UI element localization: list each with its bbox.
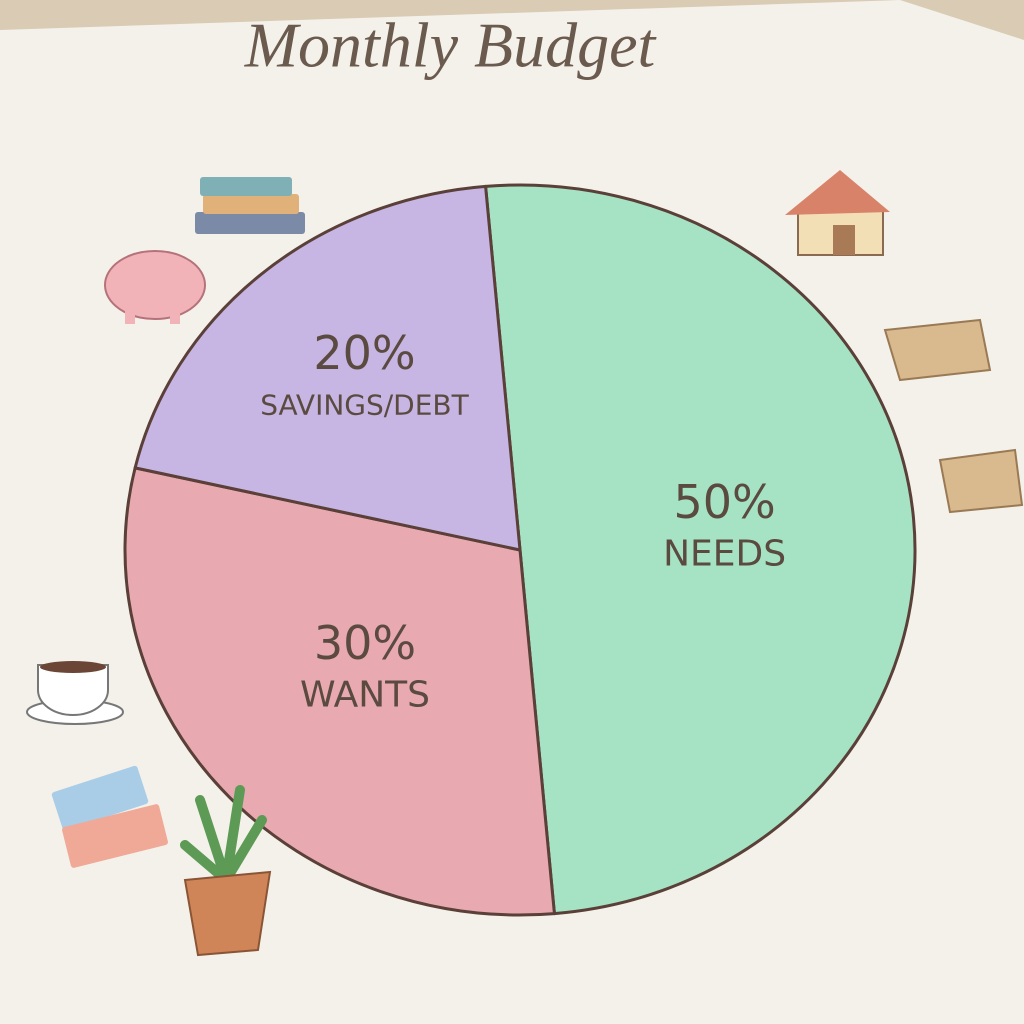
pie: 50%NEEDS 30% WANTS 20% SAVINGS/DEBT	[123, 183, 917, 917]
category-label: WANTS	[300, 675, 430, 716]
category-label: NEEDS	[663, 533, 786, 574]
plant-icon	[180, 785, 272, 957]
grocery-bag-icon	[883, 318, 1024, 514]
value-label: 50%	[673, 475, 775, 529]
category-label: SAVINGS/DEBT	[260, 389, 469, 422]
coffee-cup-icon	[26, 661, 124, 725]
value-label: 20%	[313, 326, 415, 380]
chart-title: Monthly Budget	[244, 10, 658, 81]
piggy-bank-icon	[104, 250, 206, 324]
books-icon	[195, 177, 305, 234]
pie-slice	[123, 466, 556, 917]
pie-slice	[484, 183, 917, 916]
tickets-icon	[51, 765, 168, 868]
pie-slice	[133, 184, 522, 552]
value-label: 30%	[314, 616, 416, 670]
house-icon	[785, 170, 890, 256]
decorations	[26, 170, 1024, 957]
